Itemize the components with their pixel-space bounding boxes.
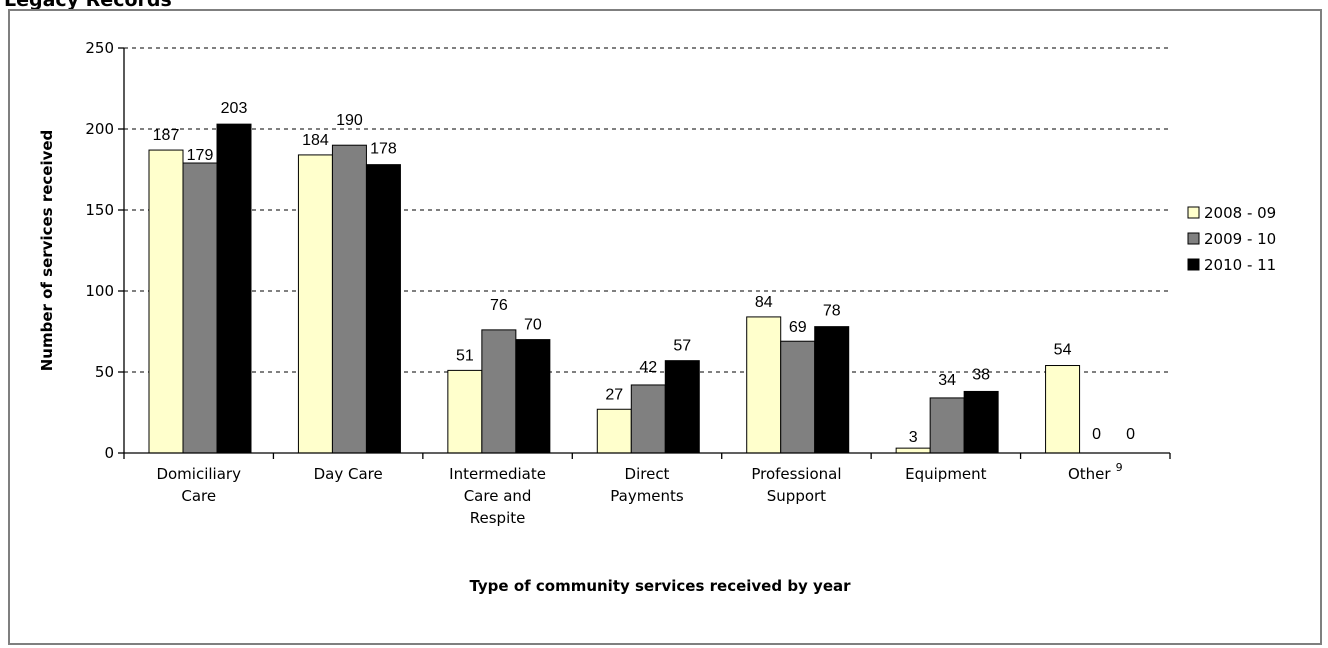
y-tick-label: 50 (95, 363, 114, 381)
y-tick-label: 200 (85, 120, 114, 138)
category-label-line: Day Care (314, 465, 383, 483)
bar (481, 329, 517, 454)
bar (664, 360, 700, 454)
data-label: 54 (1054, 342, 1072, 359)
x-axis-title: Type of community services received by y… (469, 577, 851, 595)
category-label: Other 9 (1068, 461, 1123, 483)
axes (123, 48, 1170, 454)
bar-chart: 0 50 100 150 200 250 Domiciliary Care Day Care I… (38, 39, 1276, 595)
data-label: 70 (524, 317, 542, 334)
category-label: Equipment (905, 465, 987, 483)
bar (216, 123, 252, 454)
category-label-line: Support (767, 487, 826, 505)
chart-frame: 0 50 100 150 200 250 Domiciliary Care Day Care I… (8, 9, 1322, 645)
category-label-line: Professional (751, 465, 841, 483)
data-label: 184 (302, 132, 329, 149)
category-footnote-marker: 9 (1116, 461, 1123, 474)
legend-label: 2008 - 09 (1204, 204, 1276, 222)
category-label-line: Respite (470, 509, 526, 527)
bar (963, 390, 999, 454)
data-label: 187 (153, 127, 180, 144)
category-label-line: Intermediate (449, 465, 546, 483)
y-tick-label: 100 (85, 282, 114, 300)
y-tick-label: 250 (85, 39, 114, 57)
x-axis-ticks: Domiciliary Care Day Care Intermediate Care … (123, 453, 1171, 527)
bar (515, 339, 551, 454)
category-label: Direct Payments (610, 465, 684, 505)
category-label: Intermediate Care and Respite (449, 465, 546, 527)
data-label: 190 (336, 112, 363, 129)
category-label-line: Equipment (905, 465, 987, 483)
y-tick-label: 150 (85, 201, 114, 219)
category-label-line: Payments (610, 487, 684, 505)
data-label: 57 (673, 338, 691, 355)
legend-swatch (1187, 232, 1200, 245)
y-axis-title: Number of services received (38, 130, 56, 372)
data-label: 3 (909, 429, 918, 446)
bar (929, 397, 965, 454)
category-label: Day Care (314, 465, 383, 483)
data-label: 0 (1092, 426, 1101, 443)
data-label: 42 (639, 359, 657, 376)
y-tick-label: 0 (104, 444, 114, 462)
data-label: 203 (221, 100, 248, 117)
legend: 2008 - 09 2009 - 10 2010 - 11 (1187, 204, 1276, 274)
bar (365, 164, 401, 454)
category-label-line: Other (1068, 465, 1111, 483)
legend-swatch (1187, 258, 1200, 271)
page-title: Legacy Records (4, 0, 172, 11)
category-label-line: Care (181, 487, 216, 505)
bar (297, 154, 333, 454)
bar (148, 149, 184, 454)
bar (814, 326, 850, 454)
category-label-line: Direct (625, 465, 670, 483)
data-labels: 187 184 51 27 84 3 54 179 190 76 42 69 34 0 203 178 70 57… (153, 100, 1135, 446)
category-label: Professional Support (751, 465, 841, 505)
data-label: 78 (823, 303, 841, 320)
category-label-line: Care and (464, 487, 532, 505)
bar (1045, 365, 1081, 454)
data-label: 38 (972, 366, 990, 383)
data-label: 178 (370, 141, 397, 158)
data-label: 34 (938, 372, 956, 389)
y-axis-ticks: 0 50 100 150 200 250 (85, 39, 124, 462)
bar (895, 447, 931, 454)
data-label: 69 (789, 319, 807, 336)
data-label: 51 (456, 347, 474, 364)
legend-label: 2010 - 11 (1204, 256, 1276, 274)
bar (596, 408, 632, 454)
bar (447, 369, 483, 454)
data-label: 179 (187, 147, 214, 164)
bar (746, 316, 782, 454)
bars (148, 123, 1081, 454)
data-label: 76 (490, 297, 508, 314)
category-label-line: Domiciliary (156, 465, 241, 483)
data-label: 0 (1126, 426, 1135, 443)
bar (331, 144, 367, 454)
legend-label: 2009 - 10 (1204, 230, 1276, 248)
bar (182, 162, 218, 454)
bar (630, 384, 666, 454)
gridlines (124, 47, 1170, 373)
data-label: 27 (605, 386, 623, 403)
bar (780, 340, 816, 454)
legend-swatch (1187, 206, 1200, 219)
category-label: Domiciliary Care (156, 465, 241, 505)
data-label: 84 (755, 294, 773, 311)
